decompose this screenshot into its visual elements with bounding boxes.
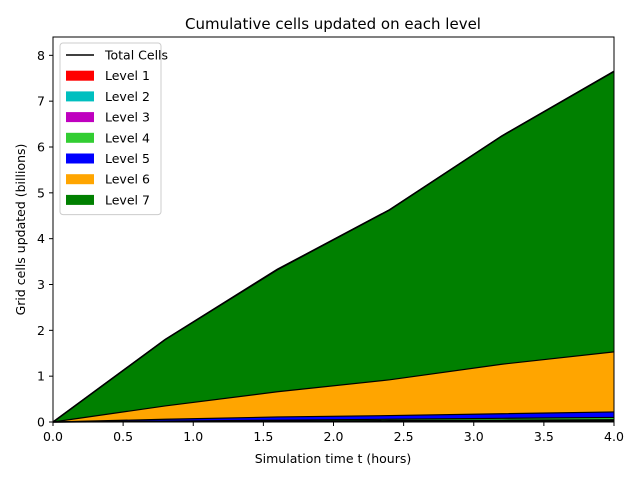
x-tick-label: 1.0 bbox=[183, 429, 203, 444]
legend-label-level-6: Level 6 bbox=[105, 172, 150, 187]
legend-box bbox=[59, 42, 162, 216]
x-tick-label: 3.5 bbox=[534, 429, 554, 444]
x-tick-label: 0.0 bbox=[43, 429, 63, 444]
legend-swatch-level-4 bbox=[66, 132, 94, 143]
x-tick-label: 2.5 bbox=[394, 429, 414, 444]
total-cells-line bbox=[52, 70, 615, 423]
legend-label-level-4: Level 4 bbox=[105, 130, 150, 145]
legend-swatch-level-2 bbox=[66, 91, 94, 102]
legend-label-level-7: Level 7 bbox=[105, 192, 150, 207]
legend-swatch-level-6 bbox=[66, 174, 94, 185]
y-tick-label: 4 bbox=[37, 231, 45, 246]
area-level-6 bbox=[53, 351, 614, 422]
x-tick-label: 2.0 bbox=[324, 429, 344, 444]
legend-label-level-2: Level 2 bbox=[105, 89, 150, 104]
chart-title: Cumulative cells updated on each level bbox=[185, 15, 481, 33]
legend-label-level-1: Level 1 bbox=[105, 68, 150, 83]
x-tick-label: 1.5 bbox=[253, 429, 273, 444]
legend-label-total-cells: Total Cells bbox=[104, 48, 168, 63]
y-axis-label: Grid cells updated (billions) bbox=[13, 144, 28, 316]
legend-label-level-3: Level 3 bbox=[105, 110, 150, 125]
legend-swatch-level-1 bbox=[66, 70, 94, 81]
y-tick-label: 0 bbox=[37, 415, 45, 430]
x-axis: 0.0 0.5 1.0 1.5 2.0 2.5 3.0 3.5 4.0 bbox=[43, 422, 624, 444]
legend-swatch-level-7 bbox=[66, 194, 94, 205]
x-axis-label: Simulation time t (hours) bbox=[255, 451, 412, 466]
y-tick-label: 5 bbox=[37, 185, 45, 200]
y-axis: 0 1 2 3 4 5 6 7 8 bbox=[37, 48, 53, 430]
legend-swatch-level-5 bbox=[66, 153, 94, 164]
y-tick-label: 3 bbox=[37, 277, 45, 292]
legend-label-level-5: Level 5 bbox=[105, 151, 150, 166]
area-level-7 bbox=[53, 71, 614, 422]
y-tick-label: 7 bbox=[37, 94, 45, 109]
x-tick-label: 0.5 bbox=[113, 429, 133, 444]
x-tick-label: 3.0 bbox=[464, 429, 484, 444]
legend-swatch-level-3 bbox=[66, 112, 94, 123]
legend: Total Cells Level 1 Level 2 Level 3 Level 4 L… bbox=[59, 42, 168, 216]
x-tick-label: 4.0 bbox=[604, 429, 624, 444]
y-tick-label: 8 bbox=[37, 48, 45, 63]
y-tick-label: 6 bbox=[37, 140, 45, 155]
boundary-level-6 bbox=[52, 351, 615, 423]
y-tick-label: 2 bbox=[37, 323, 45, 338]
boundary-level-4 bbox=[52, 416, 615, 423]
boundary-level-5 bbox=[52, 411, 615, 423]
y-tick-label: 1 bbox=[37, 369, 45, 384]
